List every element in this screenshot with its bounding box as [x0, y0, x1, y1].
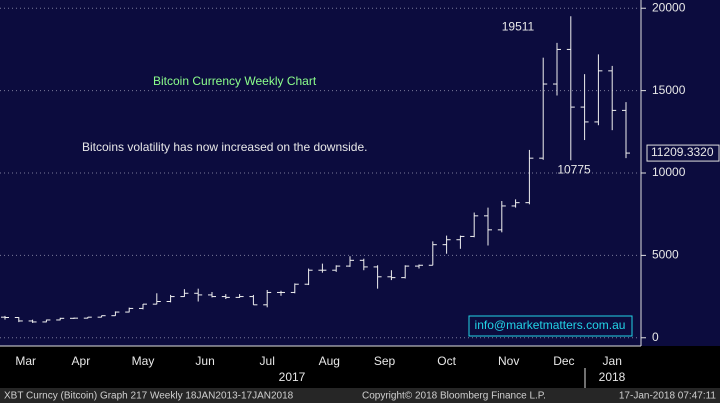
y-tick-label: 5000 — [652, 248, 679, 262]
low-label: 10775 — [557, 162, 591, 176]
y-tick-label: 10000 — [652, 165, 686, 179]
footer-text: Copyright© 2018 Bloomberg Finance L.P. — [362, 391, 546, 402]
y-tick-label: 20000 — [652, 0, 686, 14]
x-tick-label: Aug — [319, 354, 340, 368]
year-label: 2018 — [599, 370, 626, 384]
x-tick-label: Jan — [603, 354, 622, 368]
footer-text: 17-Jan-2018 07:47:11 — [619, 391, 717, 402]
watermark: info@marketmatters.com.au — [475, 318, 626, 332]
footer-text: XBT Curncy (Bitcoin) Graph 217 Weekly 18… — [4, 391, 294, 402]
x-tick-label: May — [132, 354, 155, 368]
x-axis-band — [0, 346, 720, 388]
year-label: 2017 — [279, 370, 306, 384]
y-tick-label: 0 — [652, 330, 659, 344]
y-tick-label: 15000 — [652, 83, 686, 97]
footer-band — [0, 388, 720, 403]
x-tick-label: Nov — [498, 354, 519, 368]
last-price-box — [646, 144, 720, 162]
high-label: 19511 — [502, 19, 535, 33]
x-tick-label: Apr — [72, 354, 91, 368]
x-tick-label: Jul — [260, 354, 275, 368]
watermark-box — [468, 315, 633, 337]
x-tick-label: Dec — [553, 354, 574, 368]
last-price-label: 11209.3320 — [651, 145, 714, 159]
annotation: Bitcoins volatility has now increased on… — [82, 140, 368, 154]
chart-title: Bitcoin Currency Weekly Chart — [153, 74, 317, 88]
x-tick-label: Sep — [374, 354, 396, 368]
x-tick-label: Jun — [195, 354, 214, 368]
x-tick-label: Oct — [437, 354, 456, 368]
x-tick-label: Mar — [15, 354, 36, 368]
